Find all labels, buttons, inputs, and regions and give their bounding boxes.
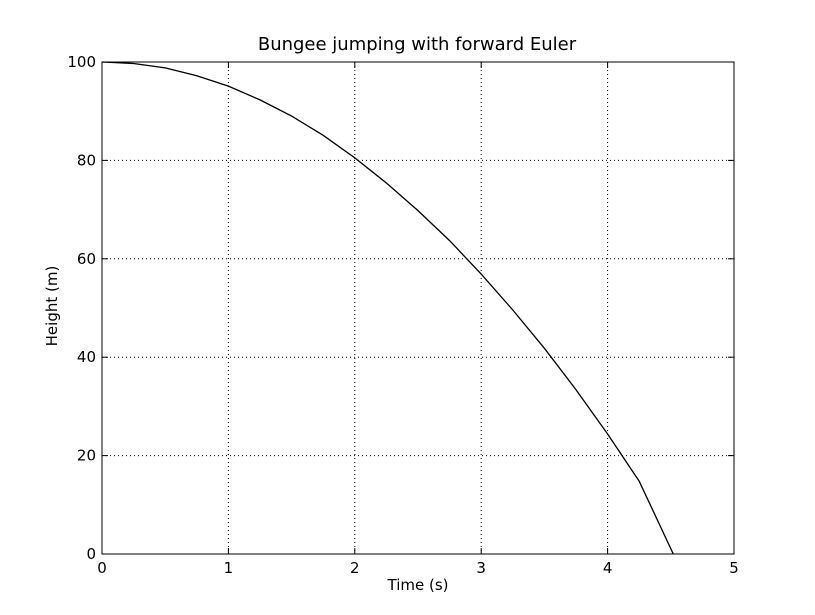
axis-ticks	[101, 61, 735, 555]
height-series-line	[101, 61, 674, 555]
y-tick-label: 40	[77, 348, 96, 366]
grid	[102, 62, 734, 554]
x-tick-label: 4	[603, 559, 613, 577]
y-tick-label: 0	[86, 545, 96, 563]
plot-frame	[101, 61, 735, 555]
y-tick-label: 20	[77, 447, 96, 465]
x-tick-label: 1	[224, 559, 234, 577]
x-tick-label: 3	[476, 559, 486, 577]
y-tick-label: 80	[77, 151, 96, 169]
y-tick-label: 100	[67, 53, 96, 71]
x-tick-label: 2	[350, 559, 360, 577]
axis-tick-labels: 0 1 2 3 4 5 0 20 40 60 80 100	[67, 53, 738, 577]
chart-title: Bungee jumping with forward Euler	[258, 34, 577, 55]
y-tick-label: 60	[77, 250, 96, 268]
plot-area	[101, 61, 674, 555]
x-tick-label: 0	[97, 559, 107, 577]
x-axis-label: Time (s)	[387, 576, 449, 594]
y-axis-label: Height (m)	[43, 266, 61, 347]
x-tick-label: 5	[729, 559, 739, 577]
